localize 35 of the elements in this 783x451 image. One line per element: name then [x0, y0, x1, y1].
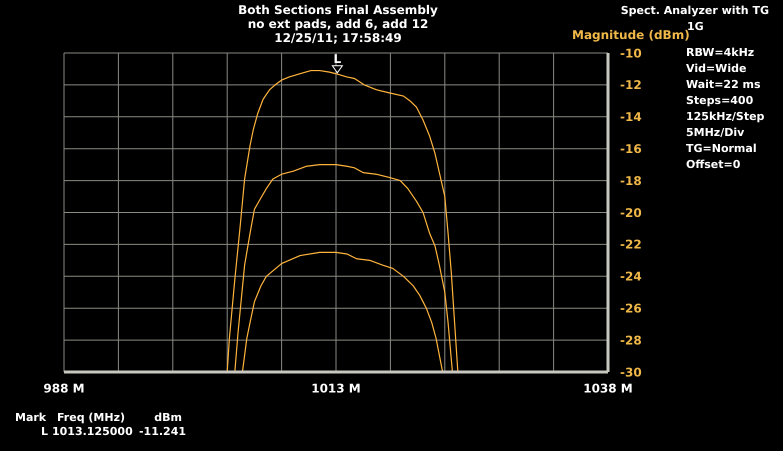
y-tick-label: -18 — [620, 174, 642, 188]
y-tick-label: -28 — [620, 333, 642, 348]
y-tick-label: -12 — [620, 78, 642, 92]
y-tick-label: -30 — [620, 365, 642, 380]
text: dBm — [154, 411, 182, 424]
x-tick-label: 988 M — [43, 382, 85, 396]
y-tick-label: -22 — [620, 238, 642, 252]
text: 5MHz/Div — [686, 126, 744, 139]
text: -11.241 — [138, 425, 186, 438]
text: Mark — [15, 411, 46, 424]
text: 12/25/11; 17:58:49 — [273, 31, 403, 45]
y-tick-label: -26 — [620, 301, 642, 316]
text: Freq (MHz) — [57, 411, 126, 424]
y-tick-label: -20 — [620, 206, 642, 220]
text: RBW=4kHz — [686, 46, 754, 59]
text: TG=Normal — [686, 142, 757, 155]
y-tick-label: -10 — [620, 46, 642, 60]
text: Spect. Analyzer with TG — [620, 4, 769, 17]
y-axis-title: Magnitude (dBm) — [572, 28, 690, 42]
x-tick-label: 1013 M — [311, 382, 361, 396]
text: Steps=400 — [686, 94, 754, 107]
text: 1G — [687, 20, 704, 33]
x-tick-label: 1038 M — [583, 382, 633, 396]
y-tick-label: -16 — [620, 142, 642, 156]
text: Vid=Wide — [686, 62, 746, 75]
text: L — [41, 425, 48, 438]
chart-subtitle: no ext pads, add 6, add 12 — [246, 17, 430, 31]
chart-title: Both Sections Final Assembly — [237, 3, 439, 17]
text: 125kHz/Step — [686, 110, 764, 123]
y-tick-label: -14 — [620, 110, 642, 124]
y-tick-label: -24 — [620, 270, 642, 284]
text: Offset=0 — [686, 158, 740, 171]
text: 1013.125000 — [52, 425, 133, 438]
text: Wait=22 ms — [686, 78, 761, 91]
annotation: L — [334, 52, 342, 66]
